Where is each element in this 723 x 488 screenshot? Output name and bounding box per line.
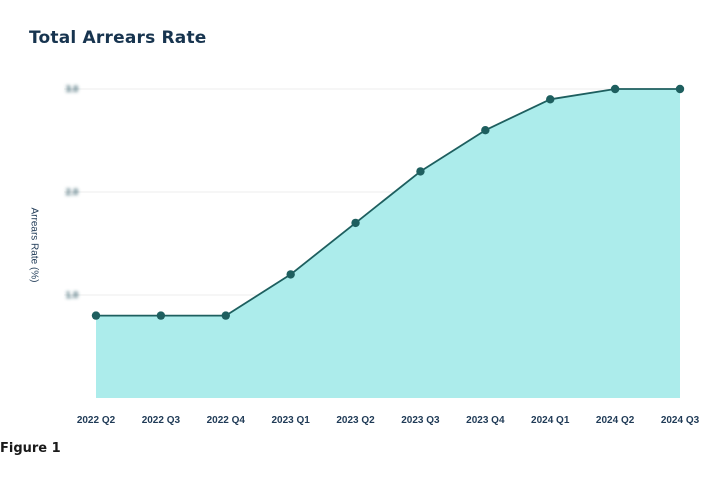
- x-tick-label-5: 2023 Q3: [401, 415, 440, 426]
- data-point-8: [610, 84, 620, 94]
- x-tick-label-0: 2022 Q2: [77, 415, 116, 426]
- series-line: [96, 88, 680, 317]
- x-tick-label-1: 2022 Q3: [142, 415, 181, 426]
- x-tick-label-2: 2022 Q4: [207, 415, 246, 426]
- area-fill: [96, 89, 680, 398]
- data-point-9: [675, 84, 685, 94]
- x-tick-label-7: 2024 Q1: [531, 415, 570, 426]
- y-tick-label-2: 3.0: [66, 84, 79, 94]
- x-tick-label-4: 2023 Q2: [336, 415, 375, 426]
- figure-caption: Figure 1: [0, 441, 61, 456]
- x-tick-label-8: 2024 Q2: [596, 415, 635, 426]
- chart-title: Total Arrears Rate: [29, 28, 207, 48]
- data-point-6: [481, 126, 490, 135]
- line-layer: [96, 88, 680, 317]
- y-tick-label-0: 1.0: [66, 290, 79, 300]
- x-tick-labels: 2022 Q2 2022 Q3 2022 Q4 2023 Q1 2023 Q2 2023 …: [77, 415, 700, 426]
- data-point-0: [91, 311, 101, 320]
- data-point-5: [416, 167, 425, 176]
- data-point-2: [221, 311, 230, 320]
- data-point-3: [286, 270, 295, 279]
- data-point-4: [351, 218, 360, 228]
- marker-layer: [91, 84, 685, 320]
- x-tick-label-6: 2023 Q4: [466, 415, 505, 426]
- x-tick-label-3: 2023 Q1: [271, 415, 310, 426]
- area-layer: [96, 89, 680, 398]
- y-tick-labels: 1.0 2.0 3.0: [66, 84, 79, 300]
- data-point-7: [546, 95, 555, 104]
- x-tick-label-9: 2024 Q3: [661, 415, 700, 426]
- y-tick-label-1: 2.0: [66, 187, 79, 197]
- data-point-1: [156, 311, 166, 320]
